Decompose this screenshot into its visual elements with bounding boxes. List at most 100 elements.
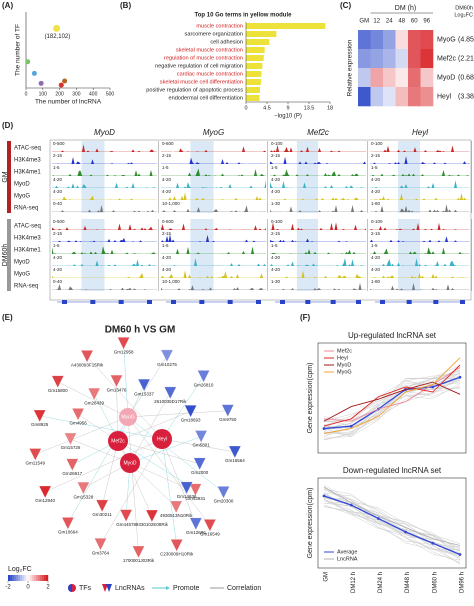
heat-cell bbox=[358, 87, 371, 107]
track-range: 1-30 bbox=[271, 279, 281, 284]
heat-cell bbox=[420, 49, 434, 69]
exon bbox=[305, 300, 311, 304]
y-tick-label: regulation of muscle contraction bbox=[164, 55, 243, 61]
lncrna-label: Gm12958 bbox=[114, 349, 134, 354]
track-range: 0-100 bbox=[271, 141, 283, 146]
track-signal bbox=[161, 223, 266, 230]
y-tick-label: positive regulation of apoptotic process bbox=[146, 87, 243, 93]
legend-label: Mef2c bbox=[337, 348, 352, 354]
colorbar-cell bbox=[30, 575, 33, 581]
track-signal bbox=[161, 192, 266, 200]
background-line bbox=[323, 488, 461, 561]
colorbar-tick-label: -2 bbox=[5, 585, 11, 591]
track-range: 2-15 bbox=[371, 153, 381, 158]
x-tick-label: 500 bbox=[106, 91, 115, 97]
background-line bbox=[323, 383, 461, 421]
panel-label: (B) bbox=[120, 1, 131, 10]
panel-label: (D) bbox=[2, 121, 13, 130]
track-signal bbox=[161, 180, 266, 188]
x-tick-label: 100 bbox=[39, 91, 48, 97]
y-tick-label: skeletal muscle cell differentiation bbox=[160, 79, 243, 85]
heat-cell bbox=[408, 49, 421, 69]
highlight bbox=[81, 219, 105, 291]
lncrna-node bbox=[160, 349, 174, 363]
point bbox=[458, 553, 462, 556]
track-range: 0-40 bbox=[53, 201, 63, 206]
track-signal bbox=[52, 169, 157, 176]
point bbox=[322, 494, 326, 498]
colorbar-cell bbox=[12, 575, 15, 581]
edge bbox=[127, 416, 224, 493]
lncrna-node bbox=[189, 483, 202, 497]
edge bbox=[127, 355, 168, 418]
highlight bbox=[190, 141, 214, 213]
heat-cell bbox=[370, 87, 384, 107]
lncrna-node bbox=[203, 519, 217, 532]
track-label: ATAC-seq bbox=[14, 146, 41, 152]
lncrna-label: Gm8925 bbox=[31, 422, 49, 427]
edge bbox=[117, 440, 196, 490]
track-signal bbox=[52, 182, 157, 188]
edge bbox=[93, 394, 131, 464]
tf-label: Heyl bbox=[157, 436, 167, 442]
x-tick-label: 0 bbox=[244, 105, 247, 111]
lncrna-label: Gm11549 bbox=[26, 461, 46, 466]
colorbar-cell bbox=[22, 575, 25, 581]
bar bbox=[246, 71, 262, 77]
track-label: RNA-seq bbox=[14, 206, 38, 212]
network-title: DM60 h VS GM bbox=[105, 325, 176, 336]
lncrna-node bbox=[38, 485, 52, 499]
lncrna-node bbox=[64, 432, 77, 446]
legend-arrow bbox=[166, 586, 170, 590]
edge bbox=[127, 416, 139, 553]
y-tick-label: skeletal muscle contraction bbox=[176, 47, 243, 53]
track-signal bbox=[52, 144, 157, 152]
track-label: H3K4me3 bbox=[14, 236, 41, 242]
track-range: 4-20 bbox=[371, 189, 381, 194]
lncrna-node bbox=[77, 481, 90, 495]
y-axis-label: Gene expression(cpm) bbox=[307, 488, 314, 559]
legend-label: Promote bbox=[173, 585, 200, 592]
row-label: MyoD bbox=[437, 74, 455, 81]
heat-cell bbox=[420, 87, 434, 107]
edge bbox=[117, 440, 153, 517]
plot-frame bbox=[317, 342, 467, 454]
track-label: H3K4me1 bbox=[14, 248, 41, 254]
lncrna-node bbox=[193, 457, 206, 471]
point bbox=[431, 541, 435, 545]
highlight bbox=[81, 141, 105, 213]
x-axis-label: The number of lncRNA bbox=[35, 99, 102, 106]
track-signal bbox=[161, 246, 266, 254]
x-tick-label: GM bbox=[324, 572, 330, 582]
exon bbox=[171, 300, 176, 304]
legend-label: TFs bbox=[79, 585, 92, 592]
exon bbox=[356, 300, 361, 304]
track-range: 0-500 bbox=[53, 141, 65, 146]
lncrna-label: Gm26810 bbox=[194, 383, 214, 388]
track-signal bbox=[52, 246, 157, 254]
lncrna-node bbox=[137, 378, 151, 392]
lncrna-node bbox=[180, 481, 193, 495]
exon bbox=[256, 300, 261, 304]
track-range: 1-5 bbox=[53, 243, 60, 248]
panel-label: (E) bbox=[2, 313, 13, 322]
heat-cell bbox=[395, 87, 409, 107]
colorbar-cell bbox=[46, 575, 49, 581]
colorbar-cell bbox=[38, 575, 41, 581]
point bbox=[53, 24, 61, 32]
track-signal bbox=[270, 238, 366, 242]
exon bbox=[147, 300, 152, 304]
lncrna-node bbox=[164, 386, 177, 400]
track-range: 4-20 bbox=[271, 267, 281, 272]
bar bbox=[246, 63, 263, 69]
x-tick-label: DM48 h bbox=[405, 572, 411, 593]
track-signal bbox=[270, 169, 366, 176]
plot-frame bbox=[317, 477, 467, 569]
heat-cell bbox=[370, 30, 384, 50]
tf-label: MyoD bbox=[123, 460, 136, 466]
track-signal bbox=[270, 222, 366, 230]
lncrna-node bbox=[145, 509, 159, 523]
lncrna-node bbox=[228, 445, 242, 459]
corner-subtitle: Log₂FC bbox=[454, 12, 473, 18]
